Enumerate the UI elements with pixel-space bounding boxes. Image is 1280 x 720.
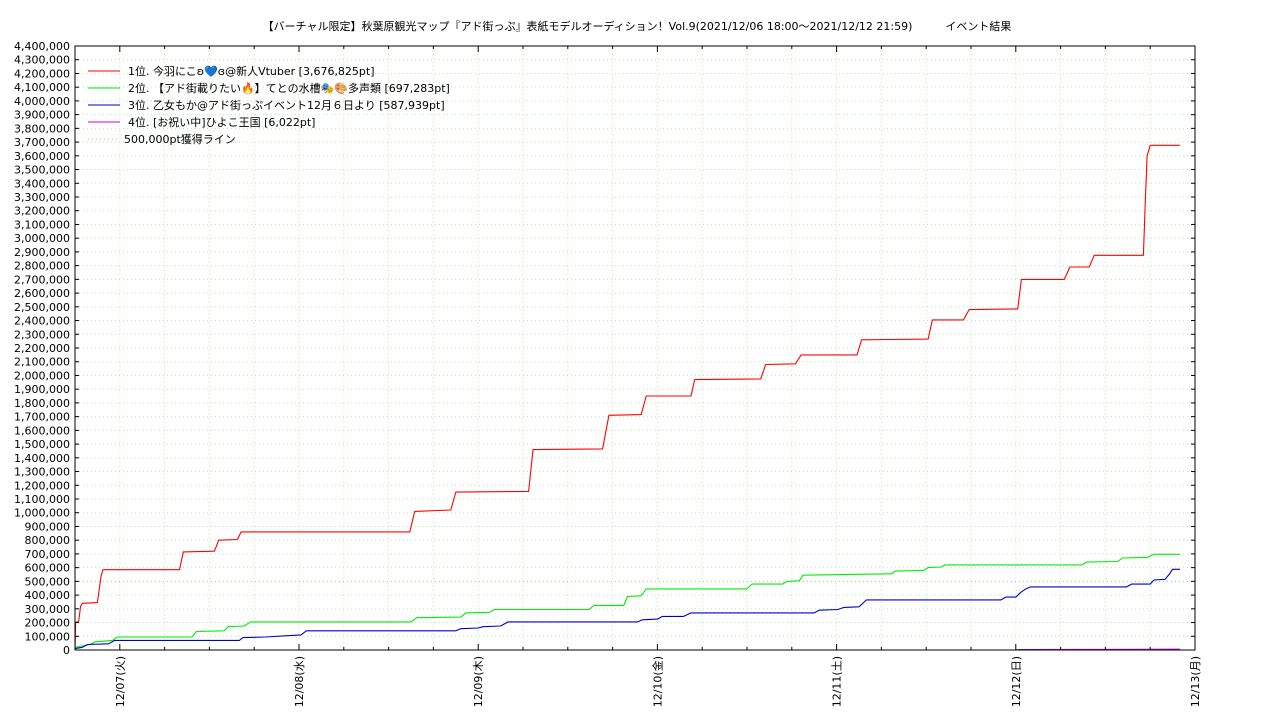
y-tick-label: 900,000 — [25, 520, 71, 533]
y-tick-label: 1,400,000 — [14, 452, 70, 465]
series-lines — [74, 144, 1180, 651]
y-tick-label: 3,300,000 — [14, 191, 70, 204]
legend-label-2: 2位. 【アド街載りたい🔥】てとの水槽🎭🎨多声類 [697,283pt] — [128, 81, 450, 95]
axes: 0100,000200,000300,000400,000500,000600,… — [14, 40, 1202, 707]
y-tick-label: 300,000 — [25, 603, 71, 616]
y-tick-label: 3,600,000 — [14, 150, 70, 163]
legend-label-4: 4位. [お祝い中]ひよこ王国 [6,022pt] — [128, 115, 315, 129]
y-tick-label: 400,000 — [25, 589, 71, 602]
y-tick-label: 3,900,000 — [14, 109, 70, 122]
y-tick-label: 1,700,000 — [14, 411, 70, 424]
legend: 1位. 今羽にこʚ💙ɞ@新人Vtuber [3,676,825pt] 2位. 【ア… — [88, 64, 450, 146]
y-tick-label: 4,400,000 — [14, 40, 70, 53]
y-tick-label: 3,800,000 — [14, 122, 70, 135]
y-tick-label: 1,300,000 — [14, 466, 70, 479]
y-tick-label: 3,100,000 — [14, 218, 70, 231]
y-tick-label: 1,000,000 — [14, 507, 70, 520]
y-tick-label: 2,500,000 — [14, 301, 70, 314]
y-tick-label: 2,400,000 — [14, 315, 70, 328]
x-tick-label: 12/09(木) — [472, 656, 485, 707]
y-tick-label: 600,000 — [25, 562, 71, 575]
y-tick-label: 3,500,000 — [14, 164, 70, 177]
y-tick-label: 2,900,000 — [14, 246, 70, 259]
y-tick-label: 3,000,000 — [14, 232, 70, 245]
x-tick-label: 12/13(月) — [1189, 656, 1202, 707]
y-tick-label: 4,200,000 — [14, 67, 70, 80]
grid-lines — [75, 46, 1195, 650]
y-tick-label: 200,000 — [25, 617, 71, 630]
y-tick-label: 0 — [63, 644, 70, 657]
legend-label-reference: 500,000pt獲得ライン — [124, 133, 236, 146]
y-tick-label: 700,000 — [25, 548, 71, 561]
y-tick-label: 1,500,000 — [14, 438, 70, 451]
y-tick-label: 800,000 — [25, 534, 71, 547]
series-line-3 — [74, 568, 1180, 650]
y-tick-label: 2,600,000 — [14, 287, 70, 300]
chart-title: 【バーチャル限定】秋葉原観光マップ『アド街っぷ』表紙モデルオーディション！Vol… — [263, 19, 1012, 33]
y-tick-label: 2,000,000 — [14, 369, 70, 382]
y-tick-label: 1,900,000 — [14, 383, 70, 396]
x-tick-label: 12/11(土) — [831, 656, 844, 707]
legend-label-1: 1位. 今羽にこʚ💙ɞ@新人Vtuber [3,676,825pt] — [128, 64, 375, 78]
y-tick-label: 2,700,000 — [14, 273, 70, 286]
x-tick-label: 12/08(水) — [293, 656, 306, 707]
y-tick-label: 2,800,000 — [14, 260, 70, 273]
y-tick-label: 1,800,000 — [14, 397, 70, 410]
y-tick-label: 4,300,000 — [14, 54, 70, 67]
y-tick-label: 2,200,000 — [14, 342, 70, 355]
y-tick-label: 500,000 — [25, 575, 71, 588]
y-tick-label: 4,100,000 — [14, 81, 70, 94]
x-tick-label: 12/07(火) — [114, 656, 127, 707]
series-line-2 — [74, 553, 1180, 648]
y-tick-label: 1,200,000 — [14, 479, 70, 492]
y-tick-label: 1,100,000 — [14, 493, 70, 506]
y-tick-label: 4,000,000 — [14, 95, 70, 108]
series-line-1 — [74, 144, 1180, 651]
y-tick-label: 2,300,000 — [14, 328, 70, 341]
x-tick-label: 12/10(金) — [650, 656, 664, 707]
y-tick-label: 100,000 — [25, 630, 71, 643]
y-tick-label: 3,200,000 — [14, 205, 70, 218]
y-tick-label: 3,400,000 — [14, 177, 70, 190]
y-tick-label: 3,700,000 — [14, 136, 70, 149]
x-tick-label: 12/12(日) — [1010, 656, 1023, 707]
plot-frame — [74, 45, 1196, 651]
y-tick-label: 1,600,000 — [14, 424, 70, 437]
y-tick-label: 2,100,000 — [14, 356, 70, 369]
legend-label-3: 3位. 乙女もか@アド街っぷイベント12月６日より [587,939pt] — [128, 98, 445, 112]
